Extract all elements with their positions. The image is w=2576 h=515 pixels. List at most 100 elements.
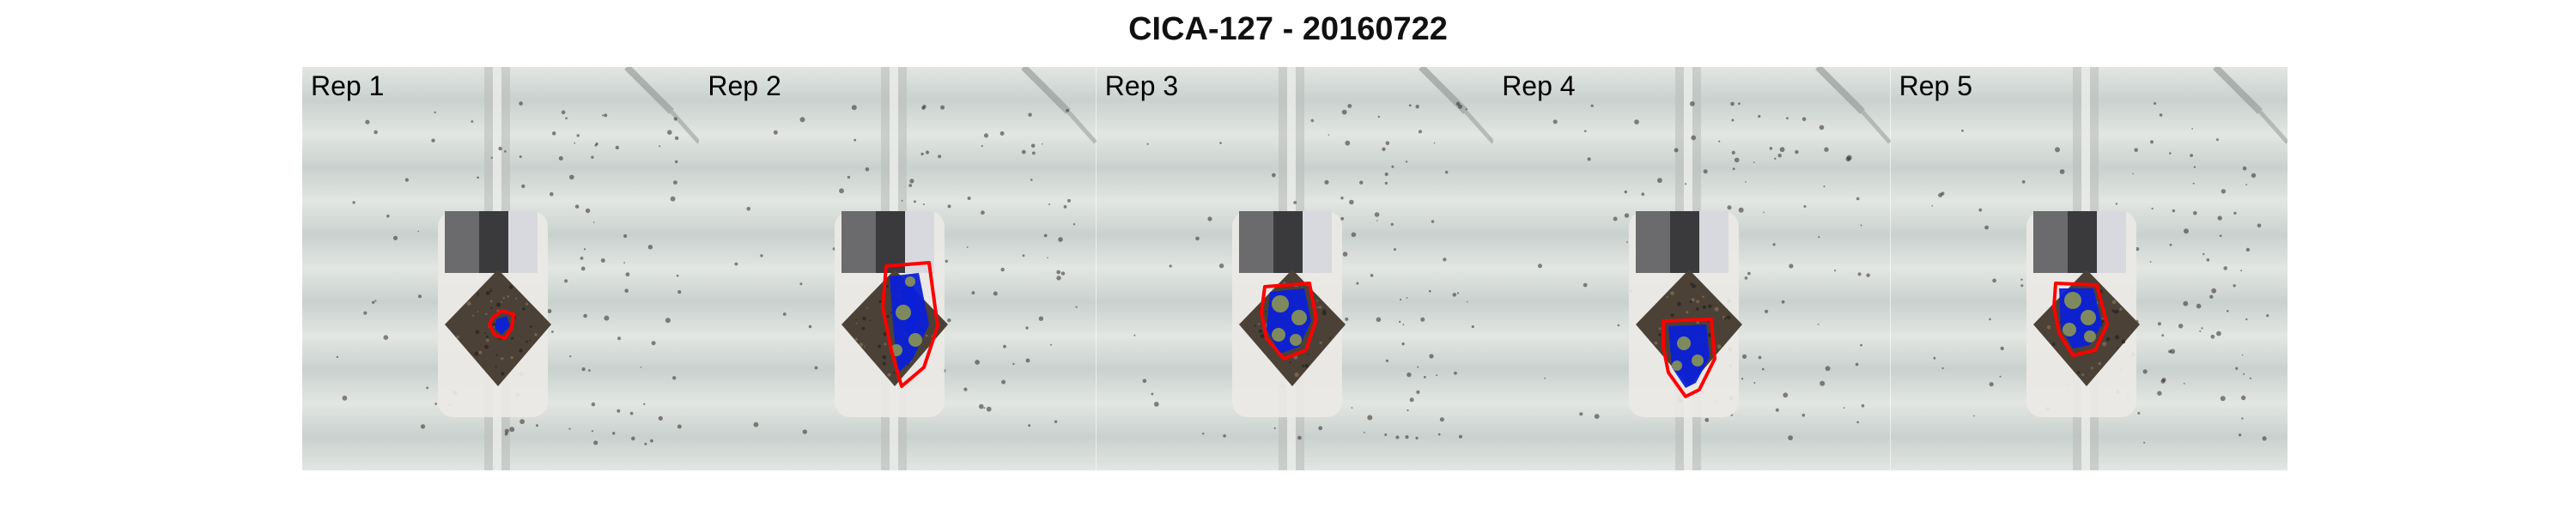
debris-speck [938,154,942,159]
debris-speck [1377,115,1380,118]
debris-speck [1345,317,1349,321]
panel-rep-5: Rep 5 [1890,67,2287,470]
debris-speck [2210,288,2216,294]
soil-grain [861,326,866,330]
pot-tag-light [2096,211,2126,273]
debris-speck [1415,436,1419,439]
debris-speck [535,424,538,427]
debris-speck [2196,303,2201,309]
debris-speck [2135,247,2139,251]
soil-grain [893,371,896,374]
soil-grain [526,340,528,343]
leaf-region [1289,333,1302,346]
debris-speck [1960,129,1964,132]
debris-speck [1587,157,1591,161]
soil-grain [478,350,483,354]
debris-speck [1390,222,1394,227]
debris-speck [979,403,984,409]
pot-tag-dark [1636,211,1671,273]
leaf-region [1677,336,1692,350]
debris-speck [1552,119,1558,124]
soil-grain [878,300,883,304]
soil-grain [883,361,887,366]
debris-speck [672,180,677,185]
debris-speck [2251,173,2256,179]
soil-grain [1318,306,1321,309]
debris-speck [471,120,474,123]
debris-speck [643,403,646,405]
debris-speck [1048,203,1051,206]
leaf-region [905,276,916,287]
pot-tag-dark [2032,211,2068,273]
debris-speck [1704,417,1710,422]
debris-speck [1429,354,1434,359]
leaf-region [1271,294,1289,312]
soil-grain [2120,339,2125,344]
debris-speck [1431,220,1434,223]
soil-grain [529,339,532,342]
debris-speck [1765,309,1769,313]
debris-speck [799,117,805,123]
debris-speck [574,142,576,144]
debris-speck [1153,401,1159,407]
leaf-region [1672,360,1683,371]
soil-grain [878,344,882,348]
soil-grain [884,342,887,346]
debris-speck [591,430,593,433]
debris-speck [914,200,917,203]
debris-speck [1657,178,1662,184]
debris-speck [1439,417,1444,422]
debris-speck [1820,380,1826,386]
soil-grain [1691,298,1695,302]
debris-speck [2136,411,2140,415]
soil-grain [1708,304,1712,309]
debris-speck [1031,143,1036,148]
pot-tag-black [2067,211,2097,273]
debris-speck [1777,154,1783,158]
soil-grain [1328,336,1331,339]
debris-speck [1056,276,1062,281]
soil-grain [1264,311,1267,313]
debris-speck [1423,375,1426,379]
soil-grain [1689,300,1692,304]
debris-speck [1406,297,1408,299]
debris-speck [1348,199,1354,205]
debris-speck [498,146,502,151]
debris-speck [1466,300,1468,303]
debris-speck [1781,300,1785,304]
debris-speck [1825,366,1831,372]
bracket-line [2257,110,2287,144]
debris-speck [1933,356,1935,360]
debris-speck [1146,142,1149,145]
debris-speck [1453,371,1457,375]
debris-speck [1803,205,1807,209]
debris-speck [1583,282,1588,288]
soil-grain [508,285,513,289]
soil-grain [1666,295,1669,299]
soil-grain [1686,311,1689,314]
debris-speck [673,117,677,121]
debris-speck [591,402,596,407]
debris-speck [971,291,975,295]
debris-speck [1073,223,1076,226]
debris-speck [2240,395,2245,401]
debris-speck [2153,102,2156,106]
soil-grain [519,348,523,353]
soil-grain [471,314,475,317]
panel-label: Rep 3 [1104,70,1179,101]
debris-speck [569,354,572,358]
debris-speck [908,184,913,188]
debris-speck [363,311,368,315]
debris-speck [1032,151,1036,155]
panel-label: Rep 2 [708,70,781,101]
debris-speck [814,366,818,370]
debris-speck [2189,154,2193,158]
debris-speck [1991,278,1996,283]
soil-grain [1670,291,1674,295]
debris-speck [623,233,628,239]
debris-speck [1399,298,1401,301]
debris-speck [1405,434,1409,439]
soil-grain [489,288,492,290]
debris-speck [1753,161,1755,163]
debris-speck [1789,264,1794,269]
